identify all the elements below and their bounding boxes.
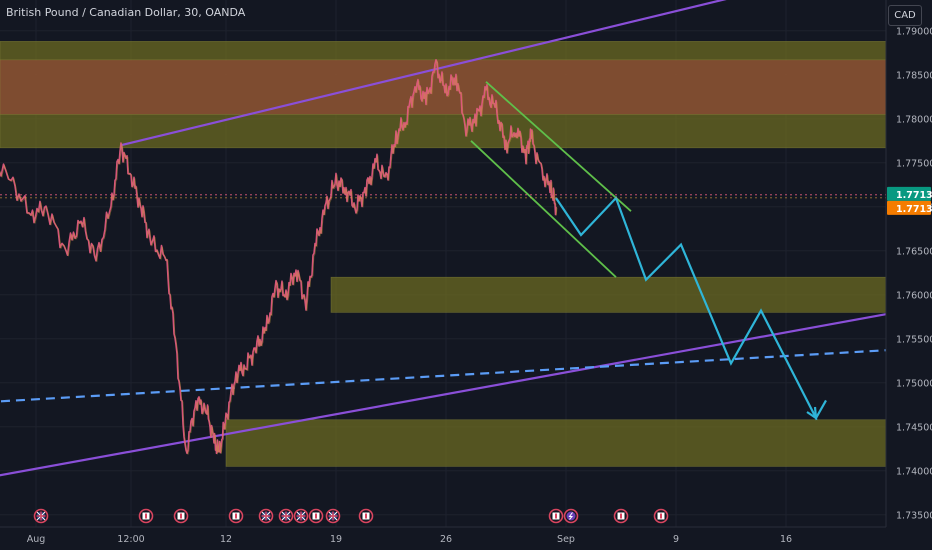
- time-tick-label: Aug: [27, 534, 46, 545]
- channel-line-0[interactable]: [485, 81, 632, 212]
- time-tick-label: 19: [330, 534, 342, 545]
- event-marker-ca-icon[interactable]: [653, 508, 669, 524]
- price-tick-label: 1.78000: [896, 114, 932, 125]
- event-marker-uk-icon[interactable]: [278, 508, 294, 524]
- event-marker-uk-icon[interactable]: [325, 508, 341, 524]
- ask-price-badge: [887, 200, 931, 215]
- descending-channel[interactable]: [470, 81, 632, 278]
- supply-demand-zones: [0, 41, 887, 467]
- event-marker-ca-icon[interactable]: [613, 508, 629, 524]
- event-marker-ca-icon[interactable]: [173, 508, 189, 524]
- projection-arrowhead: [806, 406, 818, 421]
- price-tick-label: 1.74500: [896, 422, 932, 433]
- price-series: [0, 59, 558, 456]
- channel-line-1[interactable]: [470, 140, 617, 278]
- event-marker-ca-icon[interactable]: [308, 508, 324, 524]
- price-axis-bg: [886, 0, 932, 550]
- projection-path[interactable]: [555, 195, 827, 421]
- ask-price-label: 1.77136: [896, 204, 932, 215]
- trendline-0[interactable]: [120, 0, 886, 147]
- price-tick-label: 1.78500: [896, 70, 932, 81]
- price-tick-label: 1.75500: [896, 334, 932, 345]
- time-tick-label: 16: [780, 534, 792, 545]
- zone-2: [330, 276, 887, 313]
- price-tick-label: 1.79000: [896, 26, 932, 37]
- time-tick-label: 12:00: [117, 534, 144, 545]
- chart-title: British Pound / Canadian Dollar, 30, OAN…: [6, 6, 246, 19]
- event-marker-uk-icon[interactable]: [258, 508, 274, 524]
- trendline-1[interactable]: [0, 313, 887, 478]
- event-marker-ca-icon[interactable]: [228, 508, 244, 524]
- trendlines[interactable]: [0, 0, 887, 478]
- price-tick-label: 1.74000: [896, 466, 932, 477]
- trendline-2[interactable]: [0, 349, 887, 403]
- event-marker-ca-icon[interactable]: [138, 508, 154, 524]
- time-tick-label: Sep: [557, 534, 575, 545]
- zone-1: [0, 59, 887, 115]
- event-marker-uk-icon[interactable]: [33, 508, 49, 524]
- price-line-shadow: [0, 59, 558, 456]
- price-axis[interactable]: 1.790001.785001.780001.775001.770001.765…: [885, 0, 932, 550]
- bid-price-label: 1.77136: [896, 190, 932, 201]
- price-tick-label: 1.75000: [896, 378, 932, 389]
- time-tick-label: 9: [673, 534, 679, 545]
- zone-3: [225, 419, 887, 467]
- currency-button[interactable]: CAD: [888, 5, 922, 26]
- event-marker-flash-icon[interactable]: [563, 508, 579, 524]
- time-tick-label: 12: [220, 534, 232, 545]
- price-tick-label: 1.76500: [896, 246, 932, 257]
- event-markers[interactable]: [33, 508, 669, 524]
- price-tick-label: 1.76000: [896, 290, 932, 301]
- event-marker-uk-icon[interactable]: [293, 508, 309, 524]
- event-marker-ca-icon[interactable]: [548, 508, 564, 524]
- price-tick-label: 1.77500: [896, 158, 932, 169]
- time-axis[interactable]: Aug 12:00 12 19 26 Sep 9 16: [0, 526, 932, 550]
- price-tick-label: 1.73500: [896, 510, 932, 521]
- bid-price-badge: [887, 186, 931, 201]
- event-marker-ca-icon[interactable]: [358, 508, 374, 524]
- time-axis-bg: [0, 527, 932, 550]
- projection-line[interactable]: [555, 195, 827, 421]
- time-tick-label: 26: [440, 534, 452, 545]
